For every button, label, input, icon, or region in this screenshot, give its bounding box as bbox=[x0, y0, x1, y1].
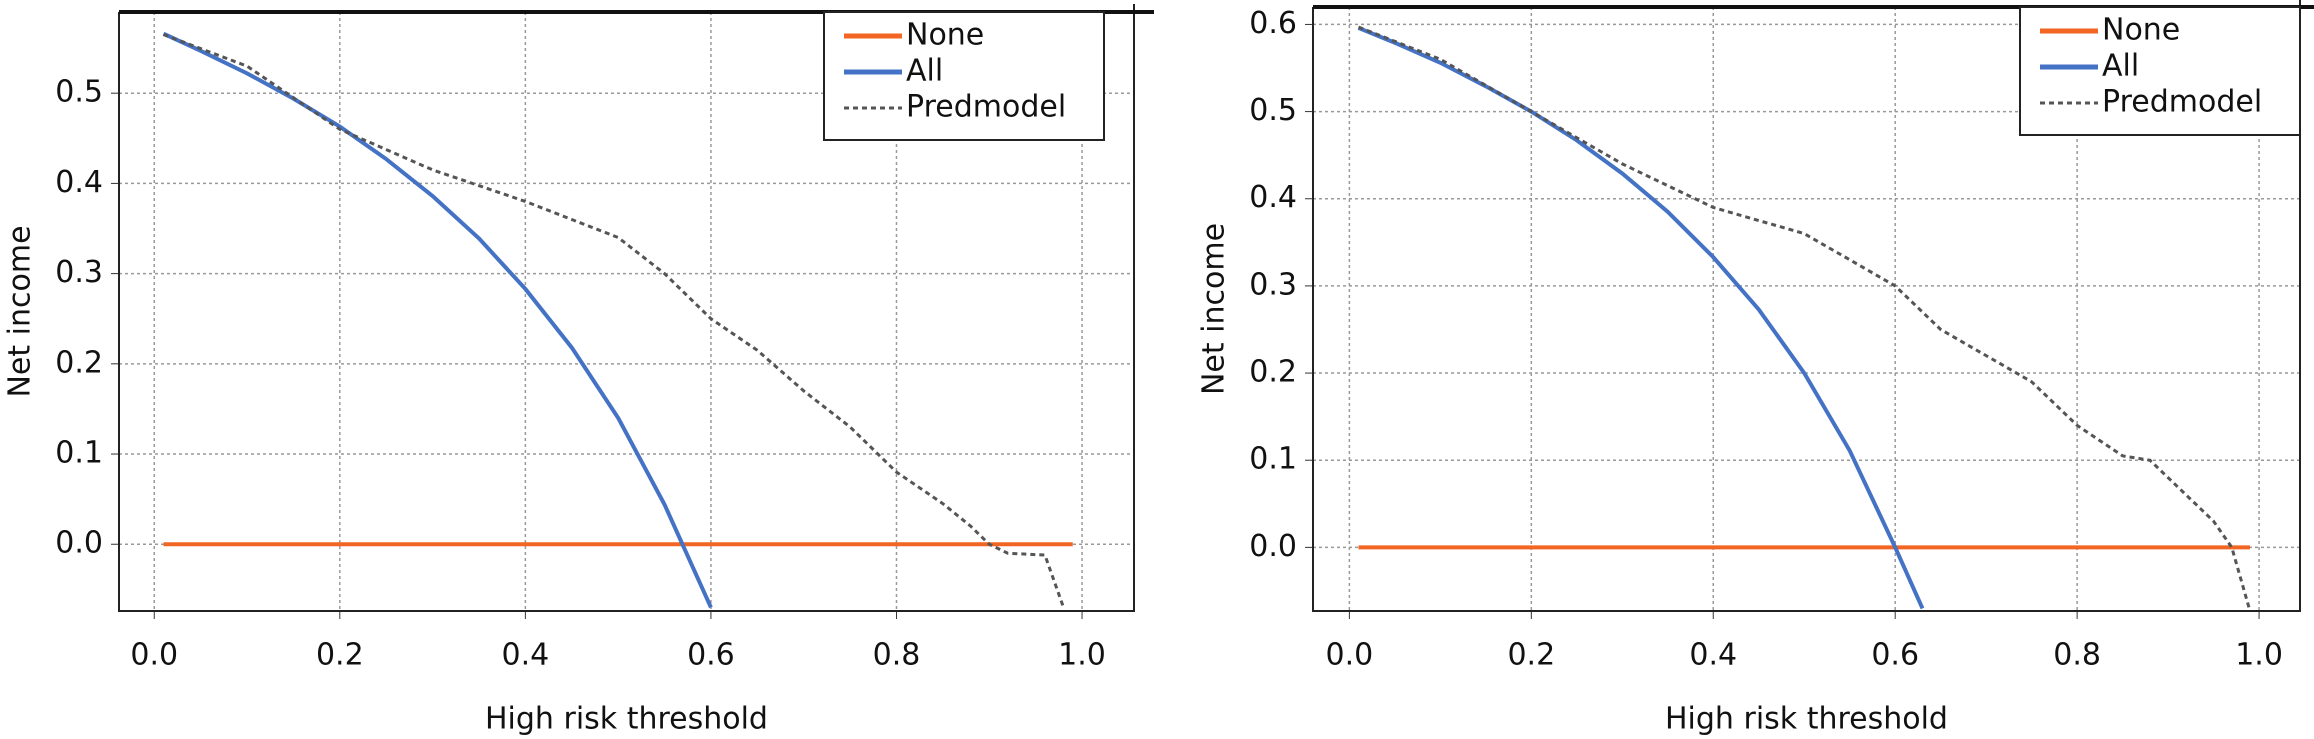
x-axis-title: High risk threshold bbox=[1665, 702, 1948, 737]
y-axis-title: Net income bbox=[1197, 223, 1232, 395]
x-tick-label: 0.2 bbox=[316, 638, 364, 673]
x-tick-label: 1.0 bbox=[2235, 638, 2283, 673]
legend-box bbox=[2019, 6, 2301, 136]
x-tick-label: 0.6 bbox=[1871, 638, 1919, 673]
y-tick-label: 0.2 bbox=[55, 345, 103, 380]
line-series bbox=[1357, 25, 2252, 612]
x-tick-label: 0.2 bbox=[1507, 638, 1555, 673]
line-series bbox=[163, 33, 1065, 608]
legend-label: All bbox=[2102, 49, 2139, 84]
line-series bbox=[162, 31, 713, 609]
y-tick-label: 0.1 bbox=[1249, 442, 1297, 477]
y-tick-label: 0.5 bbox=[55, 75, 103, 110]
y-tick-label: 0.4 bbox=[1249, 180, 1297, 215]
y-tick-label: 0.0 bbox=[1249, 529, 1297, 564]
legend-box bbox=[823, 11, 1105, 141]
legend-label: None bbox=[2102, 13, 2180, 48]
y-tick-label: 0.3 bbox=[55, 255, 103, 290]
legend-label: Predmodel bbox=[2102, 85, 2262, 120]
y-tick-label: 0.6 bbox=[1249, 6, 1297, 41]
x-tick-label: 0.0 bbox=[1326, 638, 1374, 673]
x-tick-label: 1.0 bbox=[1058, 638, 1106, 673]
x-tick-label: 0.8 bbox=[873, 638, 921, 673]
y-tick-label: 0.3 bbox=[1249, 267, 1297, 302]
x-tick-label: 0.4 bbox=[502, 638, 550, 673]
y-tick-label: 0.0 bbox=[55, 526, 103, 561]
x-axis-title: High risk threshold bbox=[485, 702, 768, 737]
y-tick-label: 0.5 bbox=[1249, 93, 1297, 128]
legend-label: None bbox=[906, 18, 984, 53]
x-tick-label: 0.4 bbox=[1689, 638, 1737, 673]
y-axis-title: Net income bbox=[3, 225, 38, 397]
legend-label: All bbox=[906, 54, 943, 89]
x-tick-label: 0.0 bbox=[130, 638, 178, 673]
axes-frame bbox=[118, 4, 1135, 612]
line-series bbox=[1357, 26, 1925, 610]
legend-label: Predmodel bbox=[906, 90, 1066, 125]
x-tick-label: 0.8 bbox=[2053, 638, 2101, 673]
y-tick-label: 0.2 bbox=[1249, 355, 1297, 390]
x-tick-label: 0.6 bbox=[687, 638, 735, 673]
y-tick-label: 0.1 bbox=[55, 436, 103, 471]
axes-frame bbox=[1312, 0, 2301, 612]
y-tick-label: 0.4 bbox=[55, 165, 103, 200]
